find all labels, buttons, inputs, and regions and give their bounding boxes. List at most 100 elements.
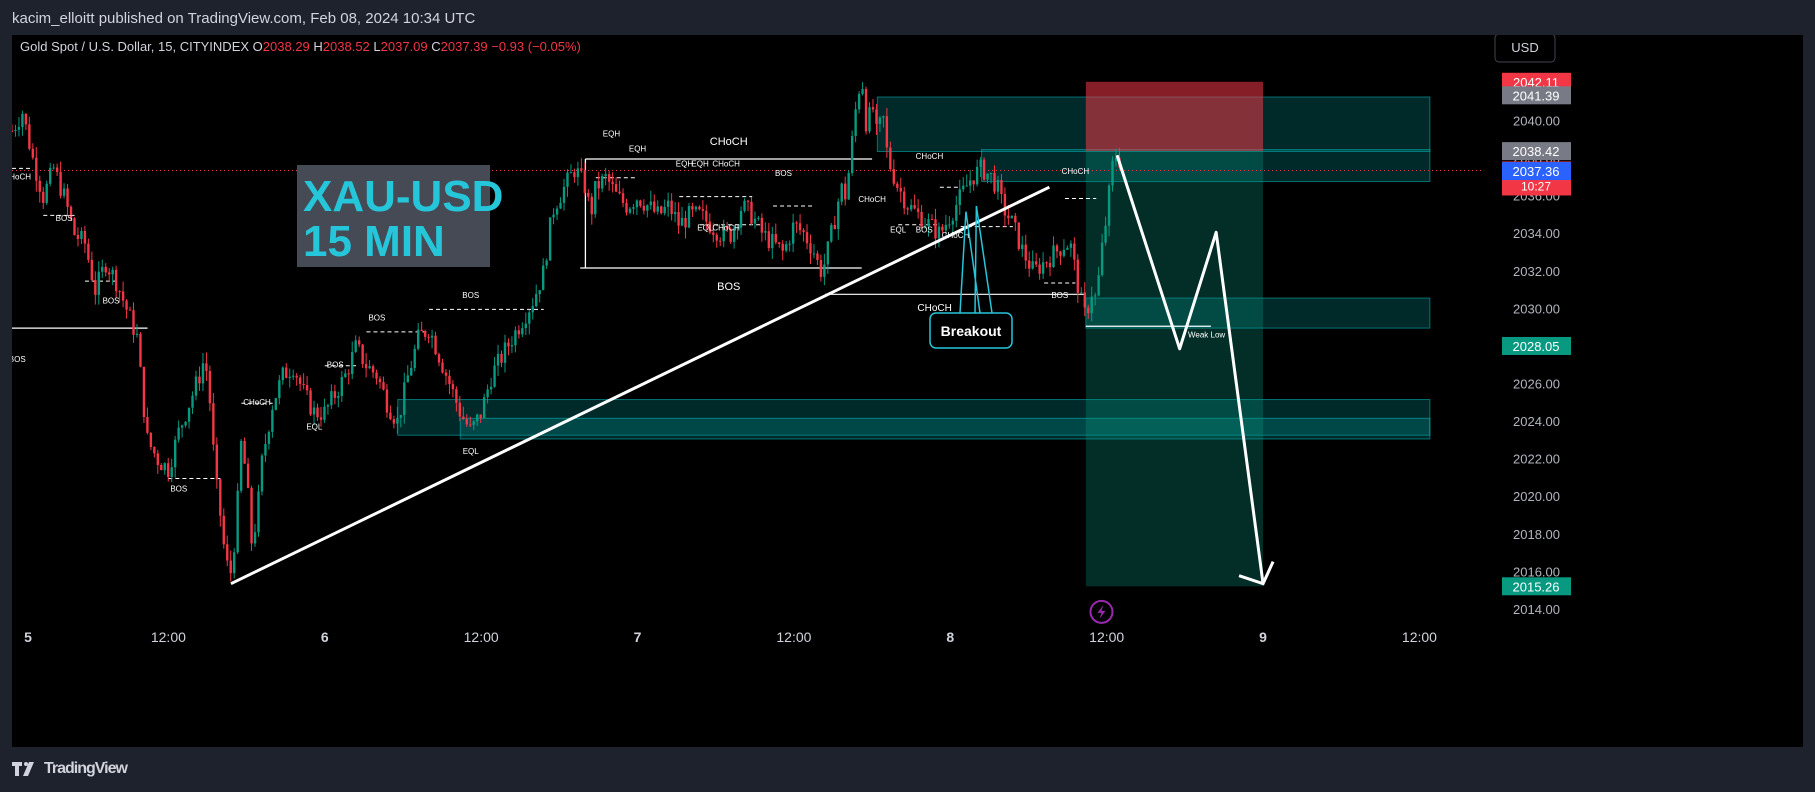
structure-label-25: CHoCH: [1062, 167, 1090, 176]
candle-body-149: [528, 312, 531, 324]
candles-layer: [12, 82, 1121, 582]
title-box: [297, 165, 490, 267]
candle-body-35: [132, 310, 135, 335]
candle-body-28: [108, 272, 111, 275]
y-tick-1: 2016.00: [1513, 564, 1560, 579]
candle-body-74: [267, 432, 271, 444]
candle-body-129: [458, 402, 462, 417]
candle-body-247: [868, 107, 871, 132]
candle-body-124: [441, 362, 444, 373]
candle-body-237: [833, 224, 836, 230]
candle-body-267: [937, 226, 941, 239]
candle-body-248: [871, 107, 875, 110]
candle-body-258: [906, 208, 909, 210]
candle-body-318: [1114, 157, 1118, 161]
structure-label-22: CHoCH: [916, 152, 944, 161]
candle-body-0: [12, 130, 14, 132]
candle-body-226: [795, 222, 798, 224]
x-tick-4: 7: [634, 629, 642, 645]
candle-body-219: [771, 233, 774, 249]
candle-body-47: [173, 439, 177, 468]
candle-body-240: [844, 183, 847, 200]
candle-body-317: [1111, 160, 1114, 186]
candle-body-286: [1003, 193, 1007, 216]
candle-body-217: [764, 231, 767, 233]
structure-label-2: BOS: [12, 355, 26, 364]
candle-body-21: [83, 230, 87, 244]
candle-body-170: [600, 176, 604, 189]
candle-body-30: [114, 269, 118, 292]
candle-body-95: [340, 376, 344, 396]
candle-body-103: [368, 366, 371, 369]
candle-body-58: [212, 403, 215, 445]
candle-body-250: [878, 117, 882, 124]
candle-body-201: [708, 221, 712, 233]
candle-body-187: [660, 206, 663, 214]
candle-body-37: [139, 333, 142, 367]
price-badge-label-2: 2038.42: [1513, 144, 1560, 159]
candle-body-71: [257, 491, 260, 533]
take-profit-zone: [1085, 151, 1264, 587]
candle-body-121: [430, 335, 434, 338]
price-badge-label-4: 2037.36: [1513, 164, 1560, 179]
candle-body-98: [351, 351, 354, 375]
candle-body-108: [385, 389, 389, 413]
axis-layer: 2014.00 2016.00 2018.00 2020.00 2022.00 2024.…: [24, 72, 1571, 645]
footer-brand[interactable]: TradingView: [12, 760, 128, 778]
candle-body-266: [934, 219, 937, 239]
candle-body-208: [732, 228, 736, 242]
candle-body-69: [250, 487, 253, 544]
candle-body-251: [882, 116, 885, 118]
candle-body-204: [719, 240, 722, 242]
candle-body-62: [226, 544, 229, 561]
candle-body-252: [885, 116, 889, 148]
candle-body-86: [309, 390, 312, 415]
candle-body-236: [830, 224, 833, 242]
candle-body-256: [899, 187, 902, 192]
candle-body-89: [319, 417, 323, 420]
candle-body-16: [66, 188, 69, 207]
currency-button: [1494, 35, 1556, 63]
candle-body-190: [670, 200, 673, 215]
candle-body-153: [541, 265, 545, 291]
candle-body-102: [364, 364, 368, 369]
structure-label-15: CHoCH: [712, 160, 740, 169]
candle-body-139: [493, 365, 496, 387]
candle-body-295: [1034, 261, 1038, 265]
candle-body-132: [469, 424, 472, 426]
candle-body-296: [1038, 264, 1041, 274]
candle-body-29: [111, 269, 114, 275]
candle-body-135: [479, 414, 482, 418]
candle-body-273: [958, 189, 961, 206]
candle-body-244: [857, 93, 861, 110]
candle-body-133: [472, 421, 475, 425]
candle-body-105: [375, 372, 378, 379]
candle-body-128: [455, 389, 458, 403]
candle-body-131: [465, 418, 468, 425]
candle-body-298: [1045, 262, 1048, 264]
candle-body-264: [927, 219, 930, 226]
candle-body-140: [496, 353, 500, 366]
candle-body-239: [840, 183, 843, 202]
breakout-pointer: [959, 205, 993, 314]
candle-body-3: [21, 113, 24, 128]
candle-body-195: [687, 205, 691, 228]
candle-body-191: [673, 212, 677, 215]
candle-body-303: [1062, 249, 1066, 256]
candle-body-238: [837, 201, 840, 230]
candle-body-276: [968, 180, 972, 186]
candle-body-261: [916, 208, 920, 212]
candle-body-120: [427, 336, 430, 338]
candle-body-249: [875, 109, 878, 124]
symbol-line: Gold Spot / U.S. Dollar, 15, CITYINDEX O…: [20, 39, 581, 54]
lower-demand-zone-2: [459, 417, 1431, 440]
candle-body-199: [701, 209, 705, 211]
title-line2: 15 MIN: [303, 217, 445, 266]
candle-body-55: [201, 363, 205, 384]
candle-body-56: [205, 363, 208, 372]
candle-body-193: [680, 217, 684, 226]
candle-body-203: [715, 234, 718, 241]
candle-body-172: [607, 174, 611, 182]
